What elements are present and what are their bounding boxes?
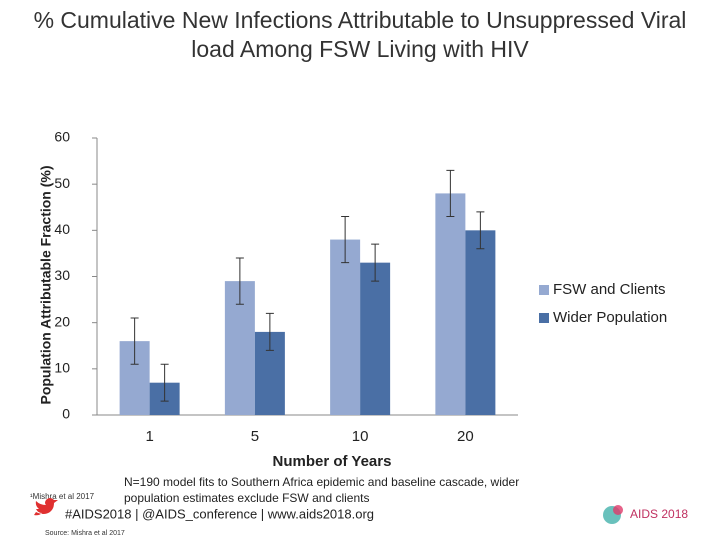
bar [360,262,391,415]
legend-swatch [539,285,549,295]
y-tick-label: 60 [54,129,70,145]
error-bar [371,243,380,282]
note: N=190 model fits to Southern Africa epid… [124,475,520,505]
logo-text: AIDS 2018 [630,507,688,521]
bar [465,230,496,415]
reference: ¹Mishra et al 2017 [30,492,95,501]
y-tick-label: 0 [62,406,70,422]
error-bar [476,211,485,250]
x-axis-title: Number of Years [273,453,392,470]
error-bar [341,215,350,264]
error-bar [130,317,139,365]
error-bar [160,363,169,402]
error-bar [235,257,244,305]
y-tick-label: 30 [54,267,70,283]
x-tick-label: 1 [145,428,153,445]
y-tick-label: 50 [54,175,70,191]
y-tick-label: 20 [54,313,70,329]
legend-swatch [539,313,549,323]
y-axis-title: Population Attributable Fraction (%) [38,165,54,404]
hashtags: #AIDS2018 | @AIDS_conference | www.aids2… [65,506,374,521]
legend-label: Wider Population [553,309,667,326]
logo-icon [613,505,623,515]
y-tick-label: 10 [54,360,70,376]
x-tick-label: 5 [251,428,259,445]
bar [330,239,361,415]
y-tick-label: 40 [54,221,70,237]
x-tick-label: 20 [457,428,474,445]
error-bar [446,169,455,217]
x-tick-label: 10 [352,428,369,445]
legend-label: FSW and Clients [553,281,666,298]
source: Source: Mishra et al 2017 [45,530,125,537]
error-bar [265,312,274,351]
chart-title: % Cumulative New Infections Attributable… [33,7,687,62]
twitter-icon [34,498,58,516]
bar [435,193,466,415]
